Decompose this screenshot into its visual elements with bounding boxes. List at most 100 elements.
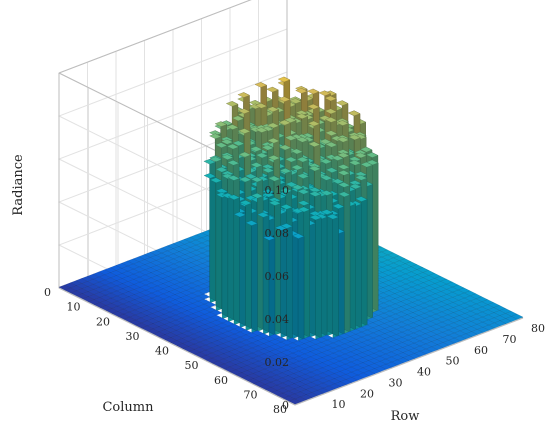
- bar-top: [267, 155, 281, 161]
- bar-side: [245, 199, 252, 329]
- bar-top: [354, 152, 367, 159]
- column-tick-label: 40: [155, 345, 169, 358]
- bar-top: [255, 103, 268, 109]
- bar-top: [279, 144, 292, 151]
- z-tick-label: 0: [282, 399, 289, 412]
- bar-top: [336, 136, 350, 143]
- bar-top: [226, 143, 240, 150]
- bar-top: [360, 146, 373, 153]
- bar-top: [296, 173, 310, 179]
- bar-top: [309, 214, 322, 221]
- bar-top: [325, 130, 338, 136]
- tick-labels: 0 0.02 0.04 0.06 0.08 0.10 0 10 20 30 40 50 60 70 80 10…: [44, 184, 545, 416]
- bar-side: [372, 159, 379, 312]
- bar-top: [279, 187, 293, 194]
- z-tick-label: 0.06: [265, 270, 290, 283]
- bar-top: [336, 120, 349, 126]
- bar-top: [238, 151, 252, 158]
- bar-side: [292, 230, 299, 337]
- bar-top: [239, 200, 252, 206]
- bar-side: [221, 192, 229, 317]
- bar-top: [215, 142, 228, 148]
- bar-top: [238, 128, 251, 134]
- z-tick-label: 0.10: [265, 184, 290, 197]
- bar-top: [355, 196, 368, 202]
- bar-top: [279, 168, 292, 174]
- bar-top: [296, 137, 309, 143]
- column-tick-label: 30: [126, 330, 140, 343]
- box-edge: [294, 317, 524, 406]
- bar-top: [278, 119, 291, 126]
- column-tick-label: 0: [44, 286, 51, 299]
- bar-side: [332, 213, 339, 337]
- bar-side: [251, 220, 258, 332]
- row-tick-label: 80: [531, 322, 545, 335]
- bar-side: [297, 233, 305, 340]
- bar-top: [226, 124, 239, 130]
- bar-top: [277, 76, 291, 83]
- bar-top: [320, 190, 333, 196]
- bar-top: [308, 165, 321, 172]
- bar-top: [308, 187, 322, 193]
- bar-top: [360, 161, 373, 168]
- bar-top: [288, 398, 302, 405]
- bar-top: [325, 167, 338, 173]
- bar-top: [220, 139, 234, 145]
- bar-top: [215, 166, 228, 173]
- bar-top: [267, 137, 280, 144]
- bar-top: [320, 175, 333, 181]
- bar-top: [237, 108, 251, 114]
- ylabel: Column: [102, 400, 154, 415]
- bar-top: [337, 152, 350, 158]
- bar-top: [324, 108, 337, 115]
- box-edge: [58, 287, 296, 406]
- bar-top: [318, 90, 331, 96]
- xlabel: Row: [391, 409, 420, 424]
- z-tick-label: 0.02: [265, 356, 290, 369]
- bar-top: [337, 164, 350, 170]
- bar-top: [291, 164, 304, 171]
- bar-top: [225, 101, 239, 107]
- bar-top: [280, 204, 293, 210]
- bar-top: [324, 95, 337, 102]
- bar-top: [250, 176, 264, 183]
- bar-top: [257, 212, 270, 218]
- column-tick-label: 80: [273, 403, 287, 416]
- row-tick-label: 10: [332, 398, 346, 411]
- bar-top: [266, 106, 279, 112]
- bar-top: [292, 233, 305, 239]
- bar-top: [227, 160, 240, 166]
- bar-top: [297, 188, 310, 195]
- column-tick-label: 10: [67, 301, 81, 314]
- bar-top: [348, 134, 361, 141]
- bar-top: [280, 223, 293, 229]
- bar-top: [255, 152, 269, 159]
- bar-top: [348, 160, 362, 166]
- bar-top: [262, 235, 276, 241]
- bar-top: [250, 162, 263, 168]
- bar-top: [284, 135, 297, 141]
- bar-top: [267, 122, 280, 129]
- row-tick-label: 30: [389, 376, 403, 389]
- bar-top: [290, 148, 303, 155]
- bar-side: [320, 213, 328, 337]
- bar-side: [338, 228, 345, 335]
- bar-top: [336, 100, 349, 106]
- bar-top: [297, 200, 310, 206]
- bar-top: [239, 176, 252, 183]
- z-tick-label: 0.04: [265, 313, 290, 326]
- bar-top: [308, 191, 322, 197]
- column-tick-label: 20: [96, 315, 110, 328]
- bar-top: [268, 200, 281, 206]
- bar-top: [237, 92, 250, 98]
- bar-top: [324, 117, 338, 123]
- bar-top: [209, 156, 222, 162]
- bar-top: [291, 184, 304, 190]
- bar-side: [209, 173, 216, 301]
- bar-top: [319, 138, 332, 145]
- column-tick-label: 50: [185, 359, 199, 372]
- bar-top: [209, 177, 223, 183]
- bar-top: [295, 113, 309, 119]
- bar-top: [255, 127, 268, 133]
- bar-side: [309, 220, 316, 336]
